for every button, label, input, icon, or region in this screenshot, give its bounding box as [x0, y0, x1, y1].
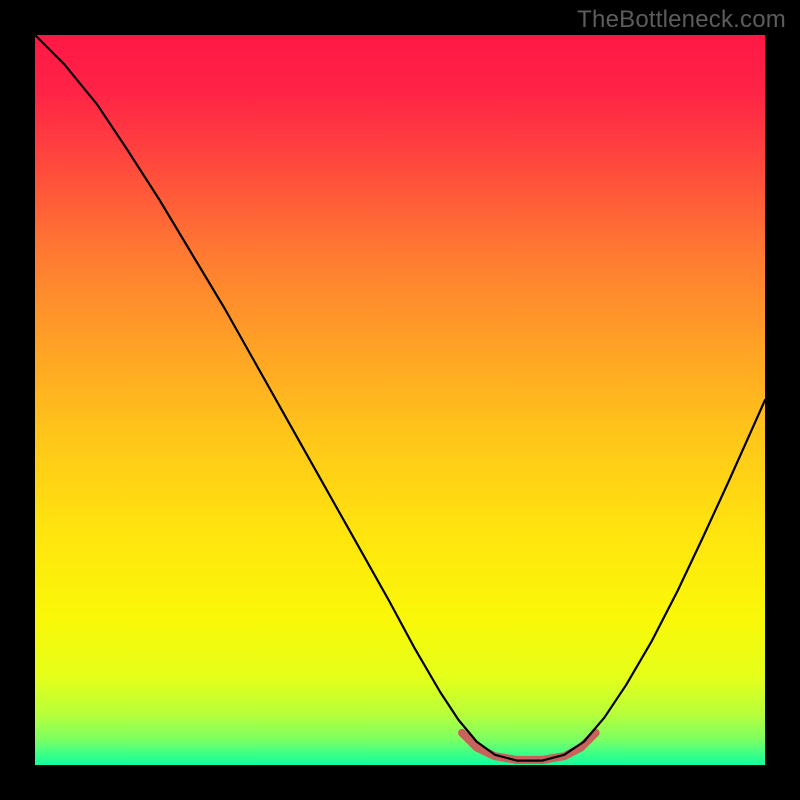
watermark-text: TheBottleneck.com — [577, 6, 786, 34]
plot-area — [35, 35, 765, 765]
gradient-background — [35, 35, 765, 765]
chart-container: TheBottleneck.com — [0, 0, 800, 800]
chart-svg — [35, 35, 765, 765]
